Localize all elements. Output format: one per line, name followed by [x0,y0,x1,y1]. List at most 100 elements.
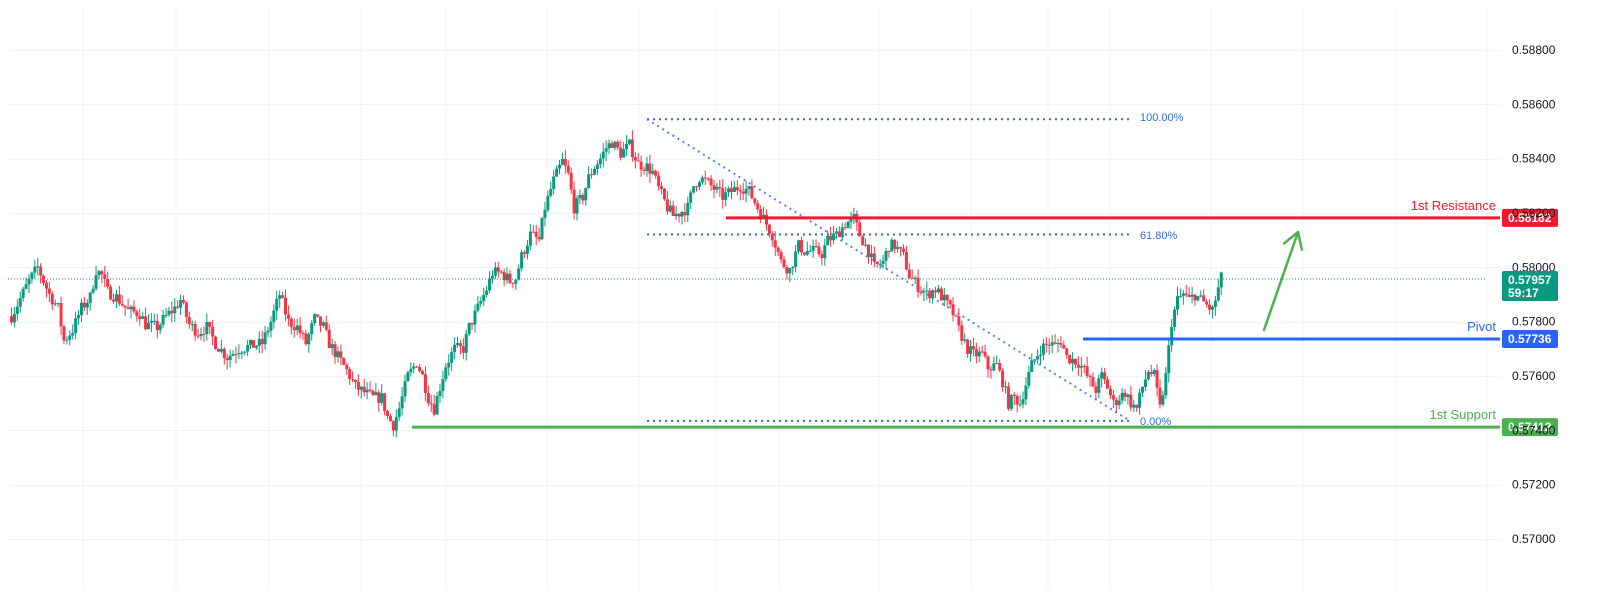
candle [1120,388,1124,404]
candle [199,327,203,341]
candle [823,238,827,266]
candle-body [872,253,876,262]
candle-body [1178,296,1182,298]
support-resistance-levels[interactable]: 0.58182 0.57736 0.57412 [412,208,1558,437]
candle-body [951,304,955,316]
candle-body [776,247,780,253]
candle-body [724,192,728,200]
candle-body [362,386,366,393]
candle [117,285,121,307]
candle [753,197,757,207]
candle-body [817,246,821,255]
fib-trend-line[interactable] [646,118,1131,422]
candle [193,321,197,341]
candle [246,339,250,357]
candle [520,249,524,272]
candle [318,316,322,333]
candle [240,350,244,359]
candle [423,366,427,402]
candle-body [260,338,264,345]
candle [327,323,331,349]
candle-body [316,314,320,317]
candle [957,308,961,332]
candle-body [528,231,532,246]
candle [286,305,290,327]
candle [627,138,631,146]
candle [120,295,124,307]
candle [138,308,142,326]
candle [79,298,83,322]
candle [925,281,929,300]
candle-body [657,175,661,187]
candle-body [59,303,63,327]
candle [636,152,640,162]
candle-body [15,306,19,314]
candle [706,176,710,182]
candle [689,189,693,210]
candle [992,356,996,372]
candle [896,241,900,253]
candle-body [625,143,629,149]
candle-body [983,351,987,357]
candle [1015,393,1019,413]
candle-body [919,292,923,294]
candle-body [1158,387,1162,405]
level-price-tag-support [1502,418,1558,437]
candle [616,139,620,151]
arrow-shaft[interactable] [1262,230,1300,332]
candle [158,322,162,335]
candle [744,180,748,203]
candle-body [560,159,564,165]
candle [814,239,818,248]
candle [820,250,824,266]
candle [1038,345,1042,365]
candle-body [622,148,626,158]
candle [709,174,713,191]
candle [566,160,570,175]
candle [438,383,442,404]
candle [584,187,588,206]
candle-body [703,177,707,179]
candle [485,285,489,298]
candle [1143,370,1147,392]
candle-body [1021,399,1025,405]
candle-body [735,187,739,191]
candle-body [563,159,567,166]
candle [934,286,938,299]
candle [316,314,320,318]
candle [1059,335,1063,348]
candle-body [467,323,471,335]
candle-body [660,186,664,189]
candle-body [531,231,535,233]
candle-body [1009,394,1013,409]
candle [893,239,897,254]
candle [362,378,366,397]
candle [741,182,745,200]
candle [18,291,22,313]
candle [712,180,716,199]
candle-body [365,389,369,393]
candle-body [948,300,952,305]
candle [292,318,296,338]
candle [415,365,419,368]
candle-body [400,396,404,409]
price-axis[interactable]: 0.58800 0.58600 0.58400 0.58200 0.58000 0.578… [8,43,1558,546]
candle [65,336,69,345]
pivot-label: Pivot [1467,319,1496,334]
candle [167,306,171,317]
trend-arrow-annotation[interactable] [1262,230,1304,332]
candle-body [330,344,334,349]
candle [15,299,19,322]
candle [190,320,194,332]
candle-body [257,338,261,346]
candle [945,294,949,307]
fibonacci-retracement[interactable] [646,118,1131,422]
candle-body [1135,404,1139,408]
candle-body [1006,386,1010,409]
candle [432,394,436,417]
candle-body [237,353,241,355]
candle [730,180,734,200]
candle [750,179,754,200]
candle [44,280,48,298]
